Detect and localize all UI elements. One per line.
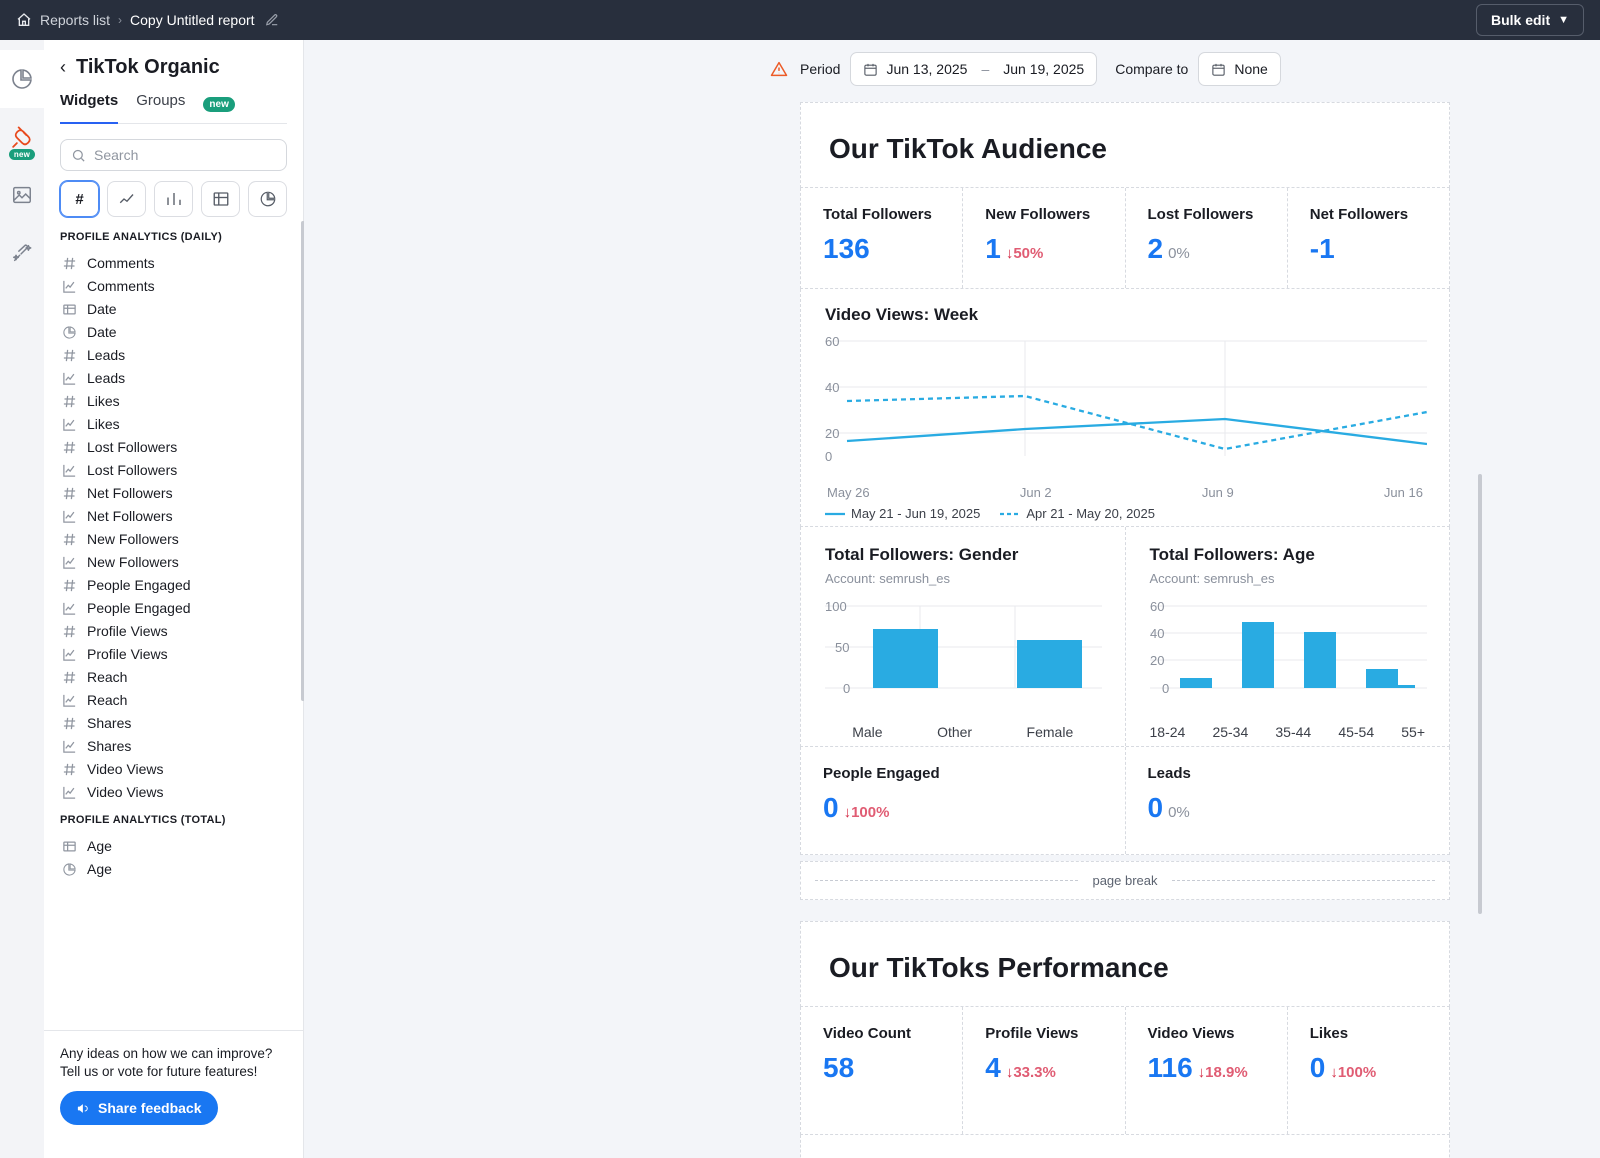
svg-text:40: 40: [825, 380, 839, 395]
svg-text:50: 50: [835, 640, 849, 655]
svg-text:100: 100: [825, 600, 847, 614]
svg-text:40: 40: [1150, 626, 1164, 641]
svg-text:0: 0: [825, 449, 832, 464]
svg-text:0: 0: [1162, 681, 1169, 696]
svg-text:60: 60: [1150, 600, 1164, 614]
svg-text:60: 60: [825, 334, 839, 349]
svg-text:20: 20: [1150, 653, 1164, 668]
svg-text:0: 0: [843, 681, 850, 696]
svg-text:20: 20: [825, 426, 839, 441]
